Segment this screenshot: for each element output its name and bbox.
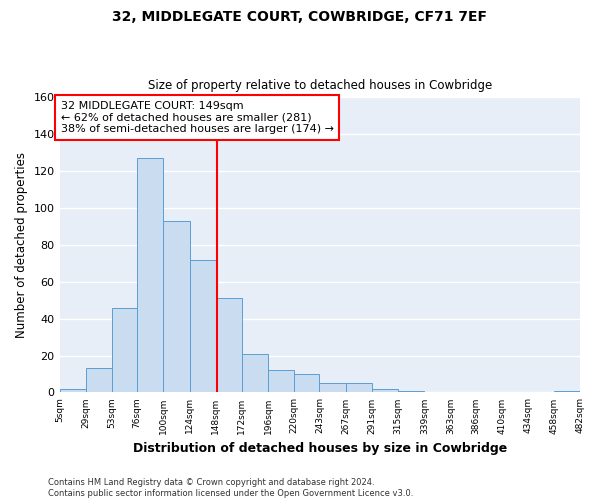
Text: 32, MIDDLEGATE COURT, COWBRIDGE, CF71 7EF: 32, MIDDLEGATE COURT, COWBRIDGE, CF71 7E…: [113, 10, 487, 24]
Bar: [137, 158, 163, 392]
Bar: [112, 308, 137, 392]
Bar: [86, 368, 112, 392]
Title: Size of property relative to detached houses in Cowbridge: Size of property relative to detached ho…: [148, 79, 492, 92]
Bar: [398, 390, 424, 392]
Text: 32 MIDDLEGATE COURT: 149sqm
← 62% of detached houses are smaller (281)
38% of se: 32 MIDDLEGATE COURT: 149sqm ← 62% of det…: [61, 101, 334, 134]
X-axis label: Distribution of detached houses by size in Cowbridge: Distribution of detached houses by size …: [133, 442, 507, 455]
Text: Contains HM Land Registry data © Crown copyright and database right 2024.
Contai: Contains HM Land Registry data © Crown c…: [48, 478, 413, 498]
Bar: [295, 374, 319, 392]
Bar: [216, 298, 242, 392]
Bar: [59, 388, 86, 392]
Bar: [163, 221, 190, 392]
Bar: [242, 354, 268, 393]
Bar: [319, 383, 346, 392]
Y-axis label: Number of detached properties: Number of detached properties: [15, 152, 28, 338]
Bar: [372, 388, 398, 392]
Bar: [346, 383, 372, 392]
Bar: [190, 260, 216, 392]
Bar: [268, 370, 295, 392]
Bar: [554, 390, 580, 392]
